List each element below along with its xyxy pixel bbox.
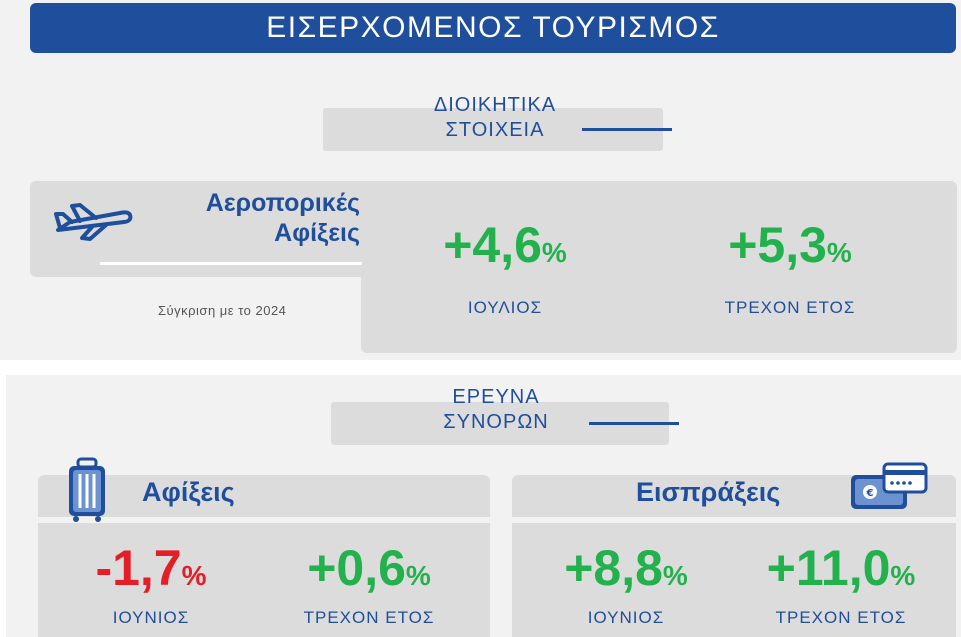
arrivals-values-box <box>38 523 490 637</box>
section-label-border-line2: ΣΥΝΟΡΩΝ <box>443 411 549 433</box>
suitcase-icon <box>69 457 105 522</box>
air-ytd-label: ΤΡΕΧΟΝ ΕΤΟΣ <box>724 298 856 317</box>
air-month-number: +4,6 <box>443 217 542 273</box>
receipts-month-value: +8,8% <box>526 539 726 597</box>
air-month-value: +4,6% <box>395 216 615 274</box>
divider-line <box>100 262 362 265</box>
border-survey-panel: ΕΡΕΥΝΑ ΣΥΝΟΡΩΝ Αφίξεις -1,7% ΙΟΥΝΙΟΣ +0,… <box>6 375 961 637</box>
arrivals-ytd-label: ΤΡΕΧΟΝ ΕΤΟΣ <box>303 608 435 627</box>
receipts-ytd-number: +11,0 <box>766 540 891 596</box>
arrivals-ytd-value: +0,6% <box>264 539 474 597</box>
page-title: ΕΙΣΕΡΧΟΜΕΝΟΣ ΤΟΥΡΙΣΜΟΣ <box>266 11 720 44</box>
air-ytd-value: +5,3% <box>680 216 900 274</box>
arrivals-ytd-number: +0,6 <box>307 540 406 596</box>
section-label-admin-line2: ΣΤΟΙΧΕΙΑ <box>445 119 545 141</box>
section-label-admin-line1: ΔΙΟΙΚΗΤΙΚΑ <box>433 94 557 116</box>
air-month-label: ΙΟΥΛΙΟΣ <box>467 298 543 317</box>
accent-line <box>589 422 679 425</box>
payment-card-icon: € <box>851 462 928 509</box>
receipts-ytd-unit: % <box>890 560 916 591</box>
arrivals-month-label: ΙΟΥΝΙΟΣ <box>112 608 190 627</box>
receipts-values-box <box>512 523 956 637</box>
air-ytd-unit: % <box>826 237 852 268</box>
heading-box <box>30 181 370 277</box>
receipts-heading: Εισπράξεις <box>636 477 781 507</box>
arrivals-month-value: -1,7% <box>56 539 246 597</box>
arrivals-header-box <box>38 475 490 517</box>
arrivals-month-number: -1,7 <box>95 540 182 596</box>
comparison-note: Σύγκριση με το 2024 <box>158 303 287 318</box>
receipts-ytd-label: ΤΡΕΧΟΝ ΕΤΟΣ <box>775 608 907 627</box>
receipts-ytd-value: +11,0% <box>731 539 951 597</box>
section-label-border-line1: ΕΡΕΥΝΑ <box>452 386 540 408</box>
title-banner: ΕΙΣΕΡΧΟΜΕΝΟΣ ΤΟΥΡΙΣΜΟΣ <box>30 3 956 53</box>
air-ytd-number: +5,3 <box>728 217 827 273</box>
arrivals-ytd-unit: % <box>405 560 431 591</box>
administrative-data-panel: ΕΙΣΕΡΧΟΜΕΝΟΣ ΤΟΥΡΙΣΜΟΣ ΔΙΟΙΚΗΤΙΚΑ ΣΤΟΙΧΕ… <box>0 0 961 360</box>
airplane-icon <box>54 203 133 241</box>
svg-text:€: € <box>866 488 874 499</box>
air-arrivals-heading-line1: Αεροπορικές <box>205 189 360 217</box>
receipts-month-label: ΙΟΥΝΙΟΣ <box>587 608 665 627</box>
arrivals-month-unit: % <box>181 560 207 591</box>
arrivals-heading: Αφίξεις <box>142 477 235 507</box>
air-month-unit: % <box>541 237 567 268</box>
receipts-month-unit: % <box>662 560 688 591</box>
accent-line <box>582 128 672 131</box>
air-arrivals-heading-line2: Αφίξεις <box>274 219 360 247</box>
receipts-month-number: +8,8 <box>564 540 663 596</box>
values-box <box>361 181 957 353</box>
